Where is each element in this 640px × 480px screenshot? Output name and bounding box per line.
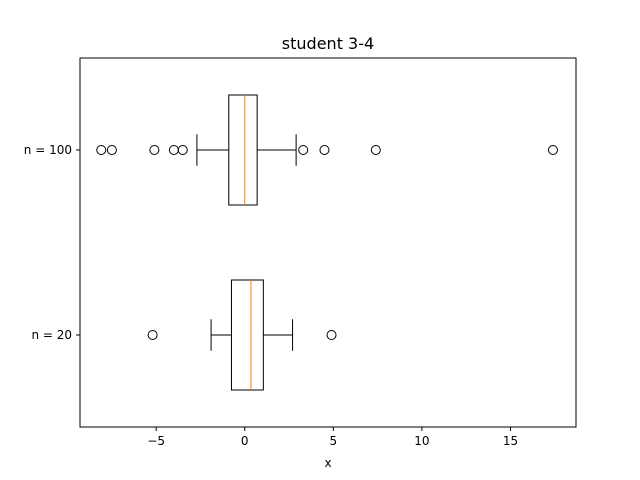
x-tick-label: 5	[329, 434, 337, 448]
x-tick-label: 0	[241, 434, 249, 448]
outlier-point	[96, 145, 107, 155]
x-axis-ticks: −5 0 5 10 15	[147, 427, 518, 448]
plot-area	[96, 94, 558, 391]
box-group	[147, 279, 337, 391]
y-axis-ticks: n = 100 n = 20	[24, 143, 80, 342]
iqr-box	[230, 279, 264, 391]
outlier-point	[106, 145, 117, 155]
outlier-point	[177, 145, 188, 155]
y-tick-label: n = 100	[24, 143, 72, 157]
outlier-point	[326, 330, 337, 340]
outlier-point	[149, 145, 160, 155]
x-axis-label: x	[324, 456, 331, 470]
outlier-point	[147, 330, 158, 340]
outlier-point	[547, 145, 558, 155]
x-tick-label: 15	[503, 434, 518, 448]
x-tick-label: 10	[414, 434, 429, 448]
outlier-point	[298, 145, 309, 155]
outlier-point	[168, 145, 179, 155]
x-tick-label: −5	[147, 434, 165, 448]
outlier-point	[370, 145, 381, 155]
axes-frame	[79, 57, 577, 428]
outlier-point	[319, 145, 330, 155]
box-group	[96, 94, 558, 206]
y-tick-label: n = 20	[31, 328, 72, 342]
iqr-box	[228, 94, 258, 206]
chart-title: student 3-4	[282, 34, 374, 53]
